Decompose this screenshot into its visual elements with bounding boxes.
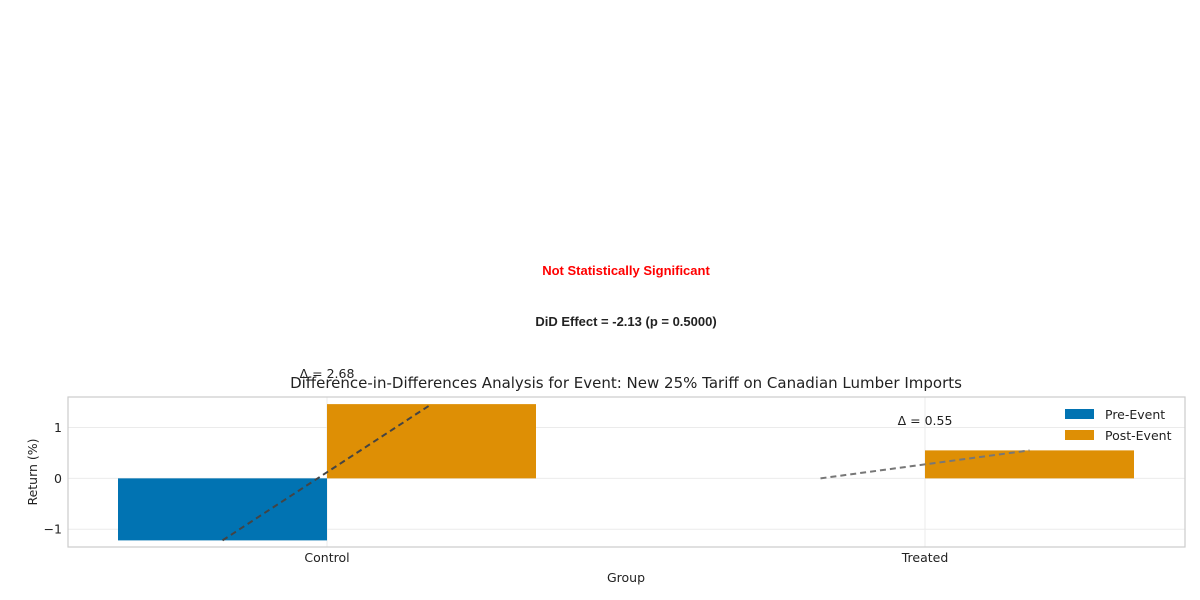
- legend-label-post-event: Post-Event: [1105, 428, 1172, 443]
- plot-frame: [67, 396, 1186, 548]
- bar-control-post-event: [327, 404, 536, 479]
- significance-label: Not Statistically Significant: [542, 263, 710, 278]
- delta-label-control: Δ = 2.68: [300, 366, 355, 381]
- x-axis-label: Group: [607, 570, 645, 585]
- trend-line-control: [221, 403, 433, 542]
- trend-line-treated: [820, 449, 1030, 480]
- y-axis-label: Return (%): [25, 438, 40, 505]
- delta-labels: Δ = 2.68 Δ = 0.55: [300, 366, 953, 428]
- x-tick-label: Control: [304, 550, 349, 565]
- delta-label-treated: Δ = 0.55: [898, 413, 953, 428]
- legend-swatch-post-event: [1065, 430, 1094, 440]
- legend: Pre-Event Post-Event: [1065, 407, 1172, 443]
- x-tick-label: Treated: [901, 550, 949, 565]
- trend-lines: [221, 403, 1030, 542]
- bar-control-pre-event: [118, 478, 327, 541]
- chart-title: Difference-in-Differences Analysis for E…: [290, 374, 962, 392]
- y-tick-label: 1: [54, 420, 62, 435]
- x-tick-labels: Control Treated: [304, 550, 948, 565]
- y-tick-label: 0: [54, 471, 62, 486]
- y-tick-labels: −1 0 1: [44, 420, 62, 537]
- y-tick-label: −1: [44, 522, 62, 537]
- bar-treated-post-event: [925, 450, 1134, 479]
- did-effect-label: DiD Effect = -2.13 (p = 0.5000): [535, 314, 717, 329]
- legend-swatch-pre-event: [1065, 409, 1094, 419]
- bars: [118, 404, 1134, 541]
- legend-label-pre-event: Pre-Event: [1105, 407, 1165, 422]
